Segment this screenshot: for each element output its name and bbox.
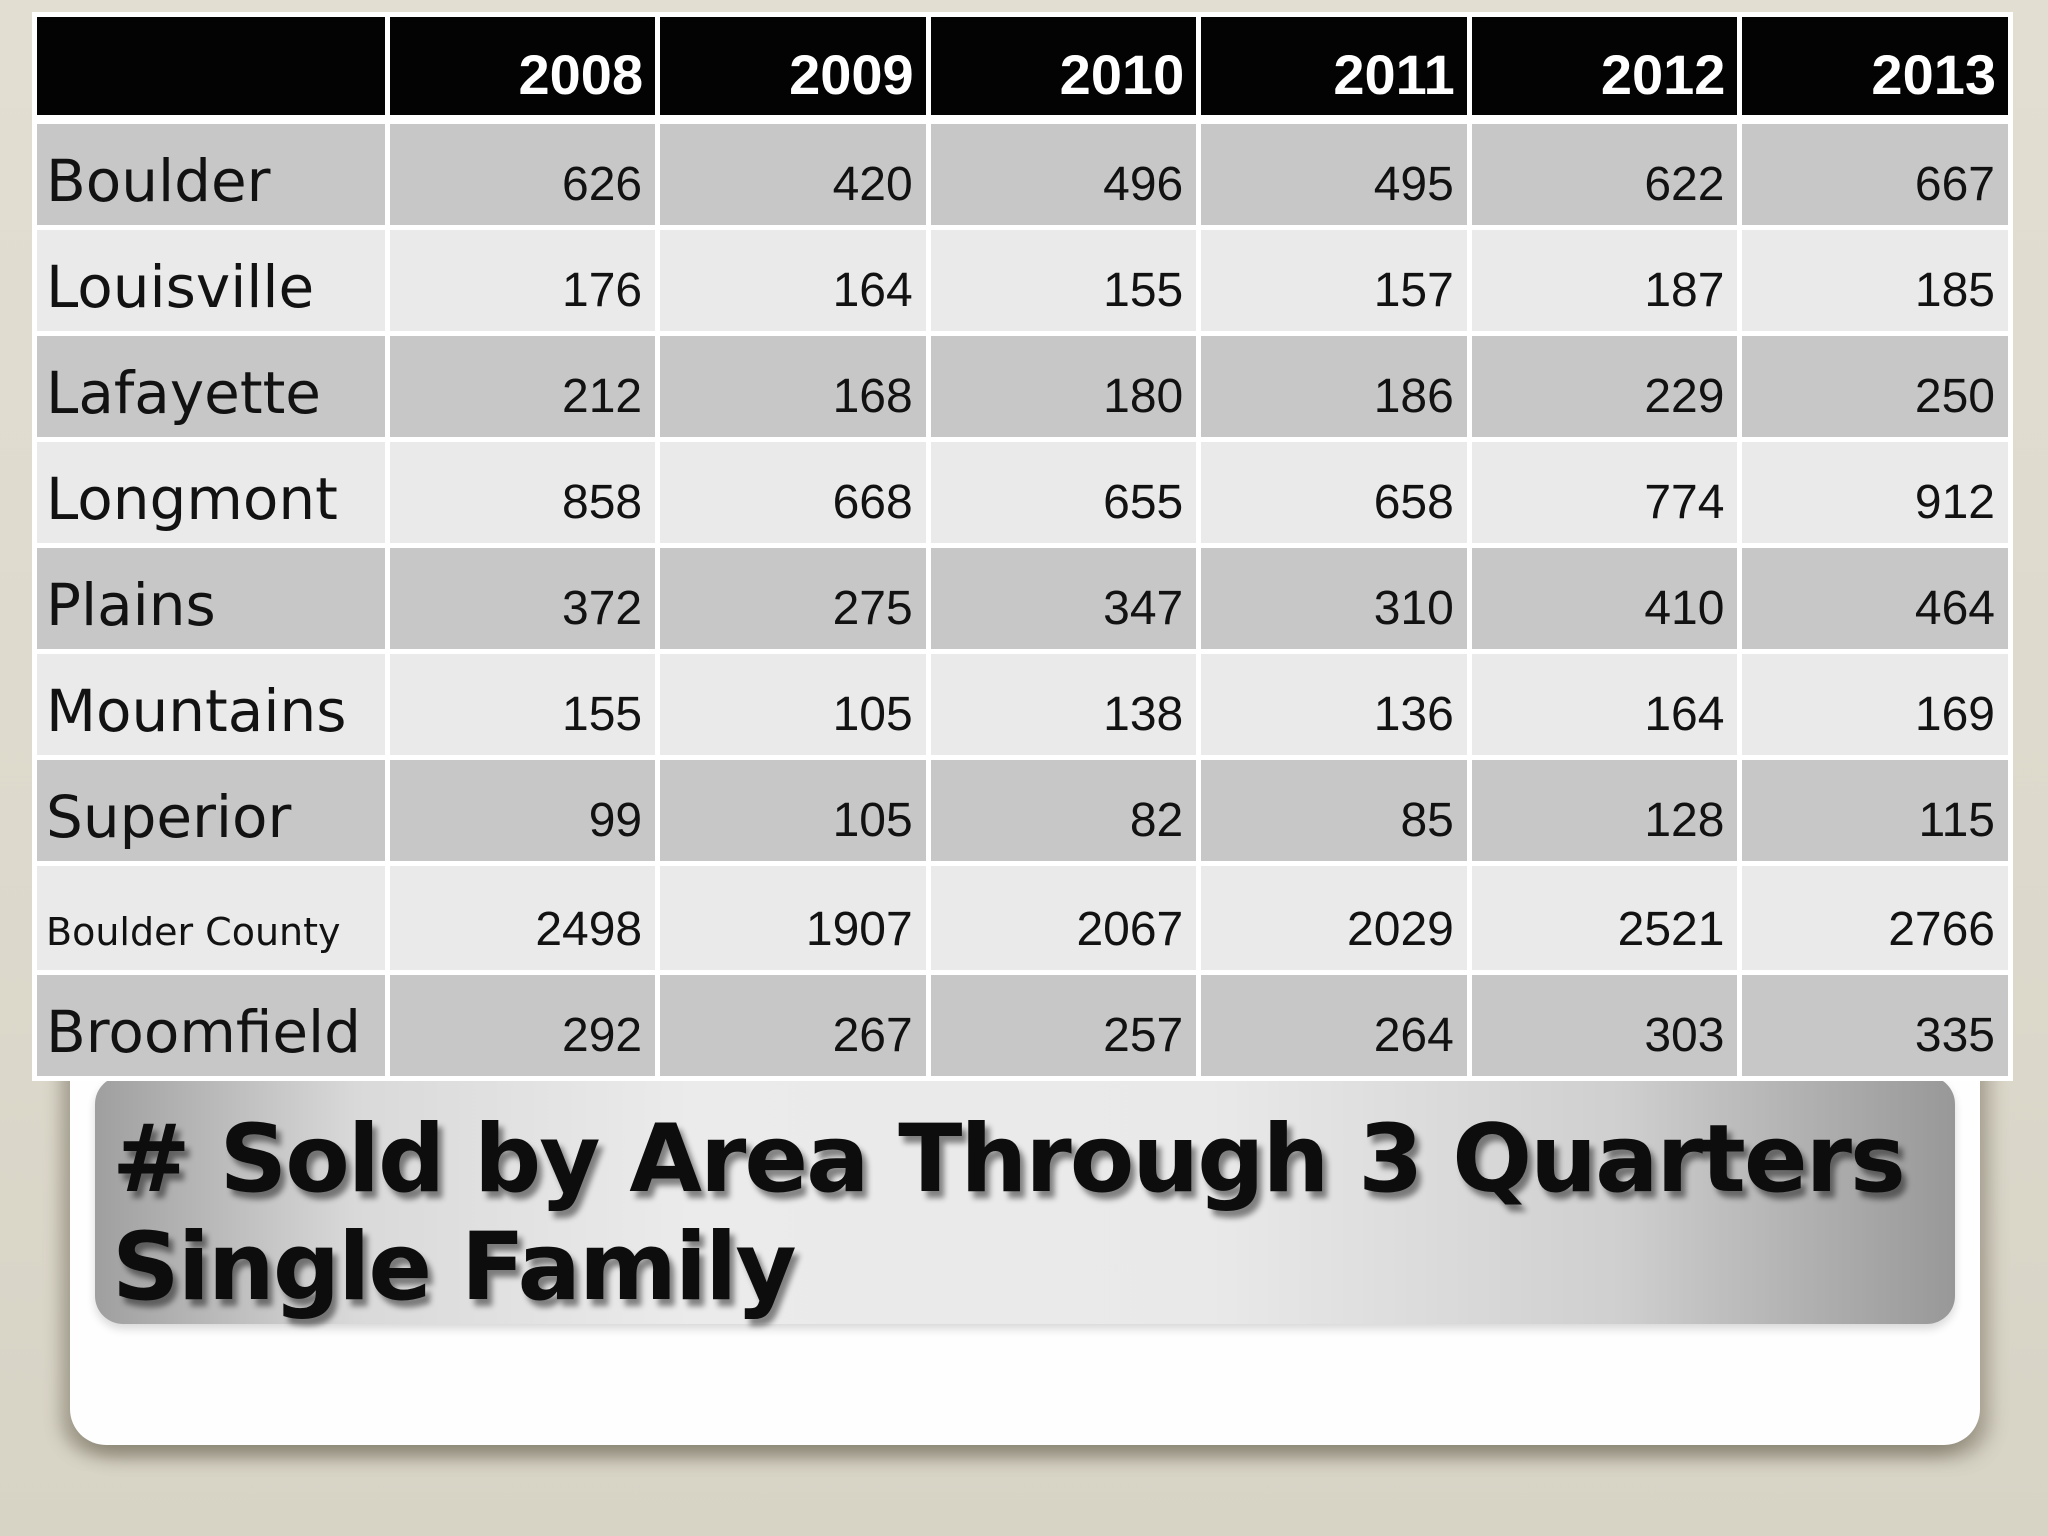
value-cell: 495 [1201,124,1467,225]
value-cell: 622 [1471,124,1738,225]
value-cell: 267 [660,975,926,1076]
table-row: Broomfield 292 267 257 264 303 335 [37,975,2008,1076]
value-cell: 626 [389,124,656,225]
table-row: Boulder County 2498 1907 2067 2029 2521 2766 [37,866,2008,970]
value-cell: 180 [930,336,1197,437]
value-cell: 2029 [1201,866,1467,970]
row-label-cell: Boulder County [37,866,385,970]
value-cell: 347 [930,548,1197,649]
row-label-cell: Lafayette [37,336,385,437]
value-cell: 496 [930,124,1197,225]
row-label-cell: Broomfield [37,975,385,1076]
value-cell: 229 [1471,336,1738,437]
table-row: Plains 372 275 347 310 410 464 [37,548,2008,649]
value-cell: 303 [1471,975,1738,1076]
value-cell: 185 [1742,230,2008,331]
value-cell: 658 [1201,442,1467,543]
title-line-1: # Sold by Area Through 3 Quarters [112,1105,1906,1214]
table-row: Lafayette 212 168 180 186 229 250 [37,336,2008,437]
value-cell: 1907 [660,866,926,970]
title-line-2: Single Family [112,1213,797,1322]
value-cell: 136 [1201,654,1467,755]
value-cell: 275 [660,548,926,649]
row-label-cell: Mountains [37,654,385,755]
value-cell: 168 [660,336,926,437]
value-cell: 115 [1742,760,2008,861]
value-cell: 105 [660,760,926,861]
value-cell: 128 [1471,760,1738,861]
corner-header-cell [37,17,385,119]
value-cell: 85 [1201,760,1467,861]
value-cell: 164 [660,230,926,331]
value-cell: 105 [660,654,926,755]
year-header-cell: 2009 [660,17,926,119]
value-cell: 858 [389,442,656,543]
value-cell: 668 [660,442,926,543]
value-cell: 157 [1201,230,1467,331]
value-cell: 292 [389,975,656,1076]
row-label-cell: Louisville [37,230,385,331]
value-cell: 250 [1742,336,2008,437]
value-cell: 410 [1471,548,1738,649]
table-row: Longmont 858 668 655 658 774 912 [37,442,2008,543]
value-cell: 2498 [389,866,656,970]
value-cell: 169 [1742,654,2008,755]
header-row: 2008 2009 2010 2011 2012 2013 [37,17,2008,119]
row-label-cell: Superior [37,760,385,861]
value-cell: 212 [389,336,656,437]
value-cell: 2067 [930,866,1197,970]
value-cell: 187 [1471,230,1738,331]
year-header-cell: 2008 [389,17,656,119]
value-cell: 2521 [1471,866,1738,970]
value-cell: 155 [930,230,1197,331]
value-cell: 420 [660,124,926,225]
value-cell: 176 [389,230,656,331]
row-label-cell: Plains [37,548,385,649]
year-header-cell: 2010 [930,17,1197,119]
value-cell: 257 [930,975,1197,1076]
slide-title: # Sold by Area Through 3 Quarters Single… [112,1105,1906,1322]
value-cell: 186 [1201,336,1467,437]
row-label-cell: Boulder [37,124,385,225]
table-row: Boulder 626 420 496 495 622 667 [37,124,2008,225]
year-header-cell: 2012 [1471,17,1738,119]
value-cell: 310 [1201,548,1467,649]
value-cell: 335 [1742,975,2008,1076]
value-cell: 774 [1471,442,1738,543]
value-cell: 2766 [1742,866,2008,970]
sales-table-wrap: 2008 2009 2010 2011 2012 2013 Boulder 626 420 49… [32,12,2013,1081]
year-header-cell: 2011 [1201,17,1467,119]
value-cell: 655 [930,442,1197,543]
value-cell: 99 [389,760,656,861]
value-cell: 464 [1742,548,2008,649]
row-label-cell: Longmont [37,442,385,543]
value-cell: 82 [930,760,1197,861]
table-row: Louisville 176 164 155 157 187 185 [37,230,2008,331]
table-row: Mountains 155 105 138 136 164 169 [37,654,2008,755]
title-band: # Sold by Area Through 3 Quarters Single… [95,1076,1955,1324]
value-cell: 264 [1201,975,1467,1076]
year-header-cell: 2013 [1742,17,2008,119]
value-cell: 912 [1742,442,2008,543]
value-cell: 164 [1471,654,1738,755]
value-cell: 155 [389,654,656,755]
value-cell: 667 [1742,124,2008,225]
value-cell: 372 [389,548,656,649]
table-row: Superior 99 105 82 85 128 115 [37,760,2008,861]
sales-table: 2008 2009 2010 2011 2012 2013 Boulder 626 420 49… [32,12,2013,1081]
value-cell: 138 [930,654,1197,755]
